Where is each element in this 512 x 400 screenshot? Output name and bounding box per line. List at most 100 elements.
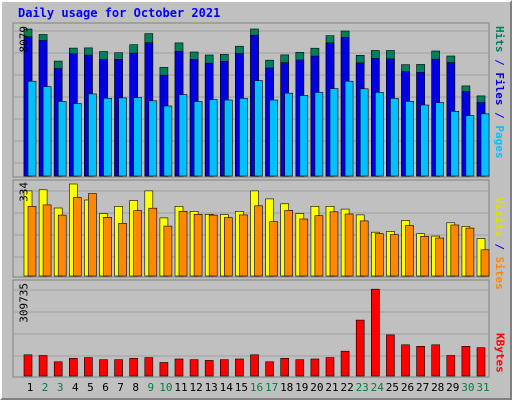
- x-label-day-24: 24: [371, 381, 385, 394]
- bar-sites-day-17: [269, 221, 278, 277]
- bar-kbytes-day-26: [401, 344, 410, 377]
- x-label-day-30: 30: [461, 381, 474, 394]
- bar-kbytes-day-24: [370, 288, 380, 377]
- x-label-day-6: 6: [102, 381, 109, 394]
- bar-kbytes-day-17: [265, 361, 274, 377]
- bar-pages-day-21: [329, 88, 339, 177]
- bar-pages-day-17: [269, 99, 278, 177]
- legend-visits-sites: Visits / Sites: [494, 197, 507, 290]
- x-label-day-21: 21: [325, 381, 338, 394]
- legend-sep-1: /: [494, 106, 507, 126]
- bar-pages-day-20: [314, 92, 324, 177]
- bar-pages-day-16: [254, 80, 263, 177]
- bar-sites-day-1: [27, 206, 37, 277]
- x-label-day-23: 23: [356, 381, 369, 394]
- x-label-day-8: 8: [132, 381, 139, 394]
- bar-sites-day-14: [224, 217, 233, 277]
- legend-kbytes: KBytes: [494, 333, 507, 373]
- bar-sites-day-28: [435, 237, 445, 277]
- bar-pages-day-25: [390, 98, 399, 177]
- bar-pages-day-26: [405, 101, 414, 177]
- legend-hits-files-pages: Hits / Files / Pages: [494, 26, 507, 159]
- x-label-day-10: 10: [159, 381, 172, 394]
- bar-pages-day-6: [103, 98, 112, 177]
- bar-pages-day-24: [374, 92, 384, 177]
- bar-kbytes-day-18: [280, 357, 290, 377]
- bar-sites-day-5: [88, 193, 97, 277]
- x-label-day-11: 11: [174, 381, 187, 394]
- bar-kbytes-day-2: [38, 355, 48, 377]
- bar-pages-day-27: [420, 104, 429, 177]
- x-label-day-25: 25: [386, 381, 399, 394]
- legend-visits: Visits: [494, 197, 507, 237]
- bar-kbytes-day-6: [99, 359, 108, 377]
- bar-kbytes-day-25: [386, 334, 395, 377]
- legend-sep-2: /: [494, 53, 507, 73]
- bar-kbytes-day-4: [69, 357, 78, 377]
- bar-pages-day-31: [480, 113, 490, 177]
- bar-kbytes-day-20: [310, 358, 320, 377]
- bar-pages-day-8: [133, 97, 142, 177]
- bar-kbytes-day-28: [431, 344, 441, 377]
- bar-pages-day-18: [284, 92, 294, 177]
- bar-kbytes-day-14: [220, 359, 229, 377]
- bar-sites-day-15: [239, 214, 248, 277]
- x-label-day-9: 9: [147, 381, 154, 394]
- x-label-day-2: 2: [42, 381, 49, 394]
- bar-sites-day-12: [193, 214, 203, 277]
- x-label-day-27: 27: [416, 381, 429, 394]
- x-label-day-20: 20: [310, 381, 323, 394]
- x-label-day-7: 7: [117, 381, 124, 394]
- bar-sites-day-25: [390, 234, 399, 277]
- x-label-day-5: 5: [87, 381, 94, 394]
- bar-pages-day-23: [359, 88, 369, 177]
- x-label-day-13: 13: [205, 381, 218, 394]
- bar-pages-day-14: [224, 99, 233, 177]
- bar-kbytes-day-7: [114, 359, 123, 377]
- bar-sites-day-16: [254, 205, 263, 277]
- x-label-day-4: 4: [72, 381, 79, 394]
- bar-sites-day-21: [329, 211, 339, 277]
- bar-sites-day-23: [359, 220, 369, 277]
- bar-pages-day-3: [57, 101, 67, 177]
- bar-sites-day-13: [208, 214, 218, 277]
- bar-pages-day-15: [239, 98, 248, 177]
- bar-kbytes-day-13: [204, 360, 214, 377]
- bar-sites-day-4: [73, 197, 82, 277]
- x-label-day-29: 29: [446, 381, 459, 394]
- bar-pages-day-12: [193, 101, 203, 177]
- bar-kbytes-day-5: [84, 357, 93, 377]
- bar-kbytes-day-12: [189, 359, 199, 377]
- x-label-day-17: 17: [265, 381, 278, 394]
- bar-pages-day-4: [73, 103, 82, 177]
- x-label-day-22: 22: [340, 381, 353, 394]
- bar-pages-day-10: [163, 105, 173, 177]
- x-label-day-1: 1: [27, 381, 34, 394]
- bar-kbytes-day-11: [174, 358, 184, 377]
- bar-sites-day-24: [374, 233, 384, 277]
- ytick-kbytes-panel: 309735: [18, 283, 31, 323]
- bar-kbytes-day-29: [446, 355, 456, 377]
- bar-kbytes-day-30: [461, 345, 471, 377]
- bar-kbytes-day-10: [159, 362, 169, 377]
- bar-sites-day-3: [57, 214, 67, 277]
- bar-pages-day-5: [88, 93, 97, 177]
- bar-sites-day-9: [148, 207, 158, 277]
- bar-pages-day-2: [42, 86, 52, 177]
- bar-pages-day-30: [465, 115, 475, 177]
- bar-sites-day-18: [284, 210, 294, 277]
- bar-sites-day-26: [405, 225, 414, 277]
- ytick-visits-panel: 334: [18, 182, 31, 202]
- bar-pages-day-19: [299, 95, 309, 177]
- x-label-day-14: 14: [220, 381, 234, 394]
- x-label-day-15: 15: [235, 381, 248, 394]
- bar-kbytes-day-23: [355, 319, 365, 377]
- bar-kbytes-day-15: [235, 358, 244, 377]
- bar-sites-day-31: [480, 249, 490, 277]
- bar-kbytes-day-16: [250, 354, 259, 377]
- bar-sites-day-30: [465, 227, 475, 277]
- bar-pages-day-28: [435, 102, 445, 177]
- bar-pages-day-7: [118, 97, 127, 177]
- bar-kbytes-day-31: [476, 347, 486, 377]
- bar-sites-day-10: [163, 225, 173, 277]
